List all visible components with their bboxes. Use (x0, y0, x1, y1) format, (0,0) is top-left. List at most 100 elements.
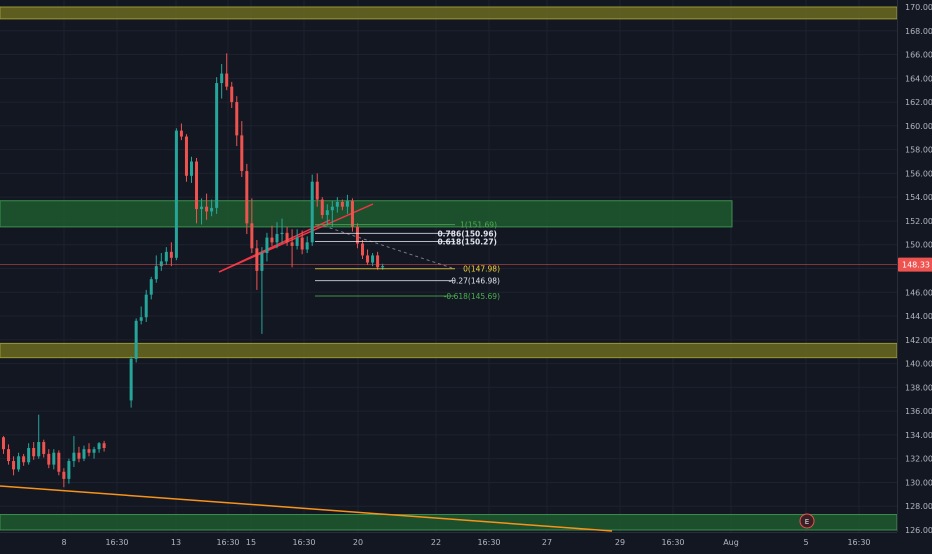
x-tick-label: 8 (61, 538, 66, 547)
earnings-marker-label: E (805, 518, 809, 526)
candle-body (144, 294, 148, 318)
candle-body (7, 449, 11, 462)
fib-label: 0(147.98) (463, 265, 500, 274)
x-tick-label: 16:30 (847, 538, 870, 547)
candle-body (62, 471, 66, 479)
long-trendline (0, 485, 613, 532)
candle-body (371, 255, 375, 263)
price-axis[interactable]: 126.00 128.00 130.00 132.00 134.00 136.00 138.… (897, 0, 932, 550)
candle-body (290, 242, 294, 246)
projection-line (323, 225, 453, 269)
grid-lines (0, 0, 897, 532)
resistance-zone (0, 6, 898, 20)
candle-body (174, 130, 178, 258)
y-tick-label: 134.00 (905, 431, 932, 440)
candle-body (200, 206, 204, 210)
candle-body (330, 206, 334, 211)
time-axis[interactable]: 8 16:30 13 16:30 15 16:30 20 22 16:30 27 29 16:30 Au… (0, 532, 897, 550)
x-tick-label: 15 (246, 538, 256, 547)
candle-body (77, 452, 81, 459)
y-tick-label: 126.00 (905, 526, 932, 535)
y-tick-label: 138.00 (905, 383, 932, 392)
x-tick-label: 16:30 (661, 538, 684, 547)
candle-body (280, 232, 284, 235)
x-tick-label: 5 (803, 538, 808, 547)
candle-body (189, 161, 193, 176)
y-tick-label: 144.00 (905, 312, 932, 321)
candle-body (159, 261, 163, 267)
fib-label: -0.618(145.69) (444, 292, 500, 301)
y-tick-label: 150.00 (905, 241, 932, 250)
candle-body (300, 237, 304, 250)
candle-body (184, 136, 188, 176)
y-tick-label: 146.00 (905, 288, 932, 297)
candle-body (335, 201, 339, 207)
fib-label: 1(151.69) (460, 221, 497, 230)
y-tick-label: 130.00 (905, 478, 932, 487)
candle-body (210, 207, 214, 212)
candle-body (27, 447, 31, 463)
candle-body (260, 253, 264, 271)
candle-body (245, 171, 249, 224)
price-axis-bg (897, 0, 932, 550)
candle-body (52, 452, 56, 465)
candle-body (129, 358, 133, 401)
candle-body (22, 456, 26, 463)
candle-body (92, 449, 96, 453)
fib-label: 0.786(150.96) (437, 229, 497, 238)
candle-body (57, 452, 61, 472)
x-tick-label: 16:30 (477, 538, 500, 547)
candle-body (164, 251, 168, 262)
candle-body (250, 223, 254, 249)
y-tick-label: 152.00 (905, 217, 932, 226)
candle-body (325, 210, 329, 216)
current-price-badge (898, 257, 932, 272)
y-tick-label: 128.00 (905, 502, 932, 511)
zones (0, 6, 898, 531)
candle-body (72, 452, 76, 462)
candle-body (295, 237, 299, 246)
x-tick-label: Aug (723, 538, 739, 547)
x-tick-label: 13 (171, 538, 181, 547)
x-tick-label: 16:30 (216, 538, 239, 547)
candle-body (97, 443, 101, 450)
candle-body (102, 443, 106, 448)
candle-body (215, 83, 219, 208)
y-tick-label: 132.00 (905, 455, 932, 464)
candle-body (345, 200, 349, 207)
candle-body (220, 73, 224, 84)
candle-body (37, 442, 41, 457)
candle-body (2, 437, 5, 450)
x-tick-label: 16:30 (105, 538, 128, 547)
candle-body (230, 86, 234, 103)
y-tick-label: 170.00 (905, 3, 932, 12)
x-tick-label: 29 (615, 538, 625, 547)
earnings-marker[interactable]: E (799, 513, 815, 529)
candle-body (134, 320, 138, 359)
y-tick-label: 158.00 (905, 146, 932, 155)
candle-body (310, 181, 314, 243)
y-tick-label: 142.00 (905, 336, 932, 345)
candle-body (315, 181, 319, 200)
candles (2, 53, 385, 488)
y-tick-label: 140.00 (905, 360, 932, 369)
candle-body (154, 266, 158, 280)
candle-body (361, 243, 365, 256)
x-tick-label: 27 (542, 538, 552, 547)
candle-body (149, 279, 153, 295)
candle-body (179, 130, 183, 137)
candle-body (265, 237, 269, 254)
candle-body (376, 255, 380, 268)
earnings-marker-circle[interactable] (799, 513, 815, 529)
candle-body (285, 232, 289, 243)
y-tick-label: 164.00 (905, 74, 932, 83)
candle-body (340, 201, 344, 207)
candle-body (195, 161, 199, 210)
y-tick-label: 168.00 (905, 27, 932, 36)
candle-body (12, 461, 16, 470)
candle-body (32, 447, 36, 457)
y-tick-label: 154.00 (905, 193, 932, 202)
candle-body (205, 206, 209, 212)
